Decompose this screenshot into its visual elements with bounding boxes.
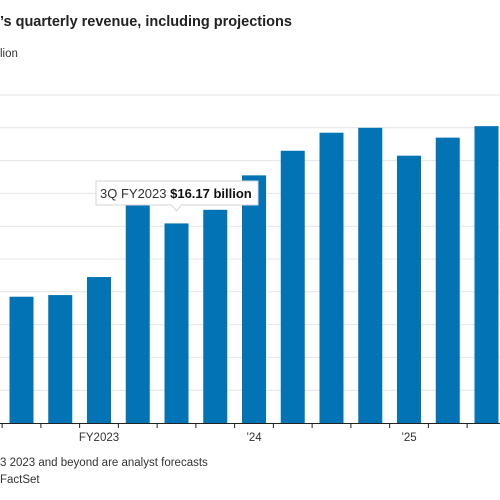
x-tick-label: ’24 xyxy=(246,432,262,444)
bar xyxy=(280,150,305,423)
bars xyxy=(9,126,499,424)
annotation-value: $16.17 billion xyxy=(170,186,252,201)
annotation-label: 3Q FY2023 xyxy=(100,186,170,201)
bar xyxy=(397,155,421,423)
bar xyxy=(319,132,344,423)
annotation-box xyxy=(95,180,259,212)
source-note: FactSet xyxy=(0,474,40,486)
bar xyxy=(125,193,150,423)
unit-label: lion xyxy=(0,48,18,60)
x-axis: FY2023 ’24 ’25 xyxy=(0,423,500,444)
bar xyxy=(242,175,266,423)
bar xyxy=(164,223,189,423)
forecast-footnote: 3 2023 and beyond are analyst forecasts xyxy=(0,457,208,469)
chart-title: ’s quarterly revenue, including projecti… xyxy=(0,14,292,30)
bar xyxy=(203,209,228,423)
bar xyxy=(358,127,383,424)
bar xyxy=(48,295,73,423)
x-tick-label: ’25 xyxy=(401,432,416,444)
bar xyxy=(435,137,460,423)
x-tick-label: FY2023 xyxy=(79,432,119,444)
annotation: 3Q FY2023 $16.17 billion xyxy=(95,180,259,212)
bar xyxy=(87,277,111,423)
bar xyxy=(9,296,34,423)
annotation-text: 3Q FY2023 $16.17 billion xyxy=(100,186,252,201)
bar xyxy=(474,126,499,423)
